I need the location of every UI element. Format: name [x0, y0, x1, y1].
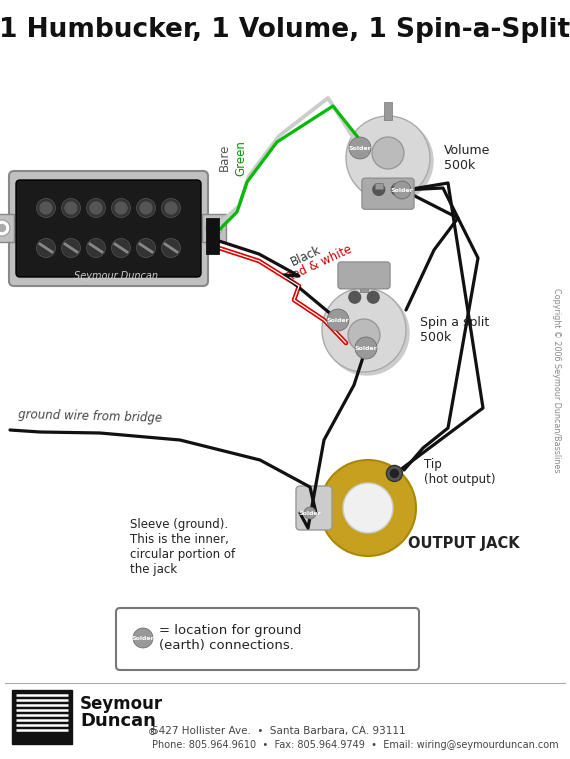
Circle shape [36, 238, 55, 257]
Circle shape [0, 220, 10, 236]
Circle shape [112, 238, 131, 257]
Bar [360, 274, 368, 292]
Circle shape [161, 199, 181, 218]
Text: Phone: 805.964.9610  •  Fax: 805.964.9749  •  Email: wiring@seymourduncan.com: Phone: 805.964.9610 • Fax: 805.964.9749 … [152, 740, 559, 750]
Circle shape [210, 225, 218, 231]
Circle shape [392, 184, 403, 195]
Circle shape [390, 469, 398, 477]
Text: OUTPUT JACK: OUTPUT JACK [408, 536, 520, 551]
Circle shape [36, 199, 55, 218]
Circle shape [206, 220, 222, 236]
Text: Black: Black [289, 244, 324, 269]
Circle shape [348, 319, 380, 351]
Bar [384, 102, 392, 120]
Circle shape [115, 202, 127, 214]
Bar [0, 214, 14, 242]
Text: Sleeve (ground).
This is the inner,
circular portion of
the jack: Sleeve (ground). This is the inner, circ… [130, 518, 235, 576]
Circle shape [136, 238, 156, 257]
FancyBboxPatch shape [362, 178, 414, 209]
Circle shape [62, 199, 80, 218]
FancyBboxPatch shape [296, 486, 332, 530]
Circle shape [349, 119, 433, 203]
Circle shape [349, 291, 361, 303]
Text: 1 Humbucker, 1 Volume, 1 Spin-a-Split: 1 Humbucker, 1 Volume, 1 Spin-a-Split [0, 17, 570, 43]
Circle shape [322, 288, 406, 372]
Circle shape [373, 184, 385, 195]
Circle shape [372, 137, 404, 169]
Bar [374, 183, 383, 189]
Bar [202, 214, 226, 242]
Text: Copyright © 2006 Seymour Duncan/Basslines: Copyright © 2006 Seymour Duncan/Bassline… [552, 288, 561, 472]
FancyBboxPatch shape [16, 180, 201, 277]
Text: Bare: Bare [218, 143, 230, 171]
Circle shape [112, 199, 131, 218]
Text: Red & white: Red & white [284, 243, 355, 285]
Circle shape [349, 137, 371, 159]
Text: Green: Green [234, 140, 247, 176]
Circle shape [62, 238, 80, 257]
Bar [206, 218, 219, 254]
Text: Duncan: Duncan [80, 712, 156, 730]
FancyBboxPatch shape [116, 608, 419, 670]
Circle shape [65, 202, 77, 214]
Circle shape [140, 202, 152, 214]
Text: Solder: Solder [349, 146, 372, 151]
Text: Seymour: Seymour [80, 695, 163, 713]
FancyBboxPatch shape [338, 262, 390, 289]
Text: Solder: Solder [390, 188, 413, 193]
Circle shape [133, 628, 153, 648]
Circle shape [386, 465, 402, 481]
Text: 5427 Hollister Ave.  •  Santa Barbara, CA. 93111: 5427 Hollister Ave. • Santa Barbara, CA.… [152, 726, 406, 736]
Circle shape [87, 238, 105, 257]
Circle shape [136, 199, 156, 218]
Text: Seymour Duncan: Seymour Duncan [74, 271, 158, 281]
Circle shape [165, 202, 177, 214]
Text: Spin a split
500k: Spin a split 500k [420, 316, 489, 344]
Text: Solder: Solder [327, 318, 349, 323]
Circle shape [346, 116, 430, 200]
Text: Solder: Solder [299, 511, 321, 516]
Text: = location for ground
(earth) connections.: = location for ground (earth) connection… [159, 624, 302, 652]
Text: Solder: Solder [132, 636, 154, 641]
Circle shape [325, 291, 409, 375]
Bar [393, 183, 401, 189]
Circle shape [393, 181, 411, 199]
Text: ground wire from bridge: ground wire from bridge [18, 408, 162, 425]
Circle shape [343, 483, 393, 533]
Circle shape [327, 309, 349, 331]
Circle shape [355, 337, 377, 359]
Circle shape [90, 202, 102, 214]
Bar [12, 690, 72, 744]
Circle shape [161, 238, 181, 257]
FancyBboxPatch shape [9, 171, 208, 286]
Text: Tip
(hot output): Tip (hot output) [424, 458, 495, 486]
Text: Volume
500k: Volume 500k [444, 144, 490, 172]
Circle shape [0, 225, 6, 231]
Text: Solder: Solder [355, 346, 377, 351]
Circle shape [304, 507, 316, 519]
Circle shape [40, 202, 52, 214]
Circle shape [320, 460, 416, 556]
Circle shape [367, 291, 379, 303]
Circle shape [87, 199, 105, 218]
Text: ®: ® [148, 728, 157, 737]
